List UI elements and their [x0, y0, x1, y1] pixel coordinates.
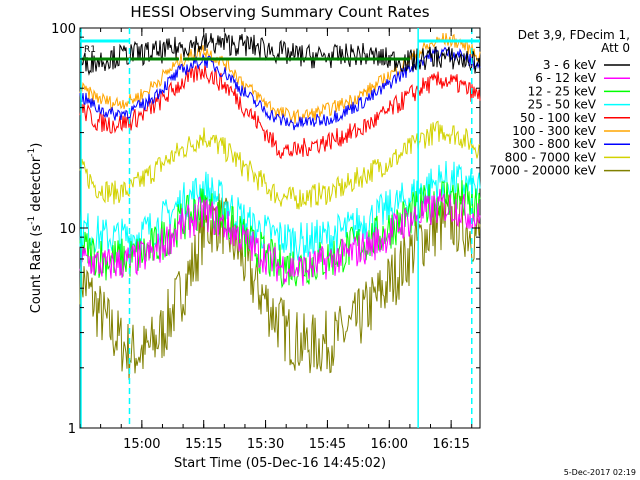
y-tick-label-2: 100 [51, 22, 76, 37]
series-line-0 [79, 31, 481, 76]
legend-label-3: 25 - 50 keV [528, 98, 597, 112]
y-tick-label-0: 1 [68, 422, 76, 437]
x-tick-label-5: 16:15 [432, 437, 469, 452]
legend-header-line2: Att 0 [601, 41, 630, 55]
legend-label-0: 3 - 6 keV [543, 58, 597, 72]
legend-label-4: 50 - 100 keV [520, 111, 597, 125]
legend-label-5: 100 - 300 keV [512, 124, 596, 138]
y-axis-label-sup: -1 [27, 216, 37, 225]
x-tick-label-1: 15:15 [185, 437, 222, 452]
legend-label-1: 6 - 12 keV [535, 71, 597, 85]
y-axis-label-sup2: -1 [27, 148, 37, 157]
series-line-4 [79, 63, 481, 160]
x-tick-label-4: 16:00 [371, 437, 408, 452]
legend-label-8: 7000 - 20000 keV [489, 164, 596, 178]
series-line-7 [79, 120, 481, 210]
y-axis-label-prefix: Count Rate (s [29, 225, 44, 314]
y-axis-label: Count Rate (s-1 detector-1) [27, 143, 44, 314]
plot-area: R1 [79, 27, 481, 429]
legend-label-7: 800 - 7000 keV [505, 150, 597, 164]
legend-label-6: 300 - 800 keV [512, 137, 596, 151]
series-line-1 [79, 188, 481, 286]
series-line-3 [79, 160, 481, 261]
series-line-8 [79, 192, 481, 380]
y-tick-label-1: 10 [59, 222, 76, 237]
y-axis-label-close: ) [29, 143, 44, 148]
x-tick-label-0: 15:00 [123, 437, 160, 452]
series-layer [79, 31, 481, 380]
y-axis-label-suffix: detector [29, 156, 44, 216]
legend-label-2: 12 - 25 keV [528, 84, 597, 98]
x-tick-label-3: 15:45 [309, 437, 346, 452]
x-tick-label-2: 15:30 [247, 437, 284, 452]
timestamp: 5-Dec-2017 02:19 [564, 468, 636, 477]
legend-header-line1: Det 3,9, FDecim 1, [518, 28, 630, 42]
chart-title: HESSI Observing Summary Count Rates [130, 3, 429, 21]
x-axis-label: Start Time (05-Dec-16 14:45:02) [174, 456, 386, 471]
axes: 15:00 15:15 15:30 15:45 16:00 16:15 1 10 100 [51, 22, 480, 452]
annotation-label: R1 [84, 45, 96, 55]
